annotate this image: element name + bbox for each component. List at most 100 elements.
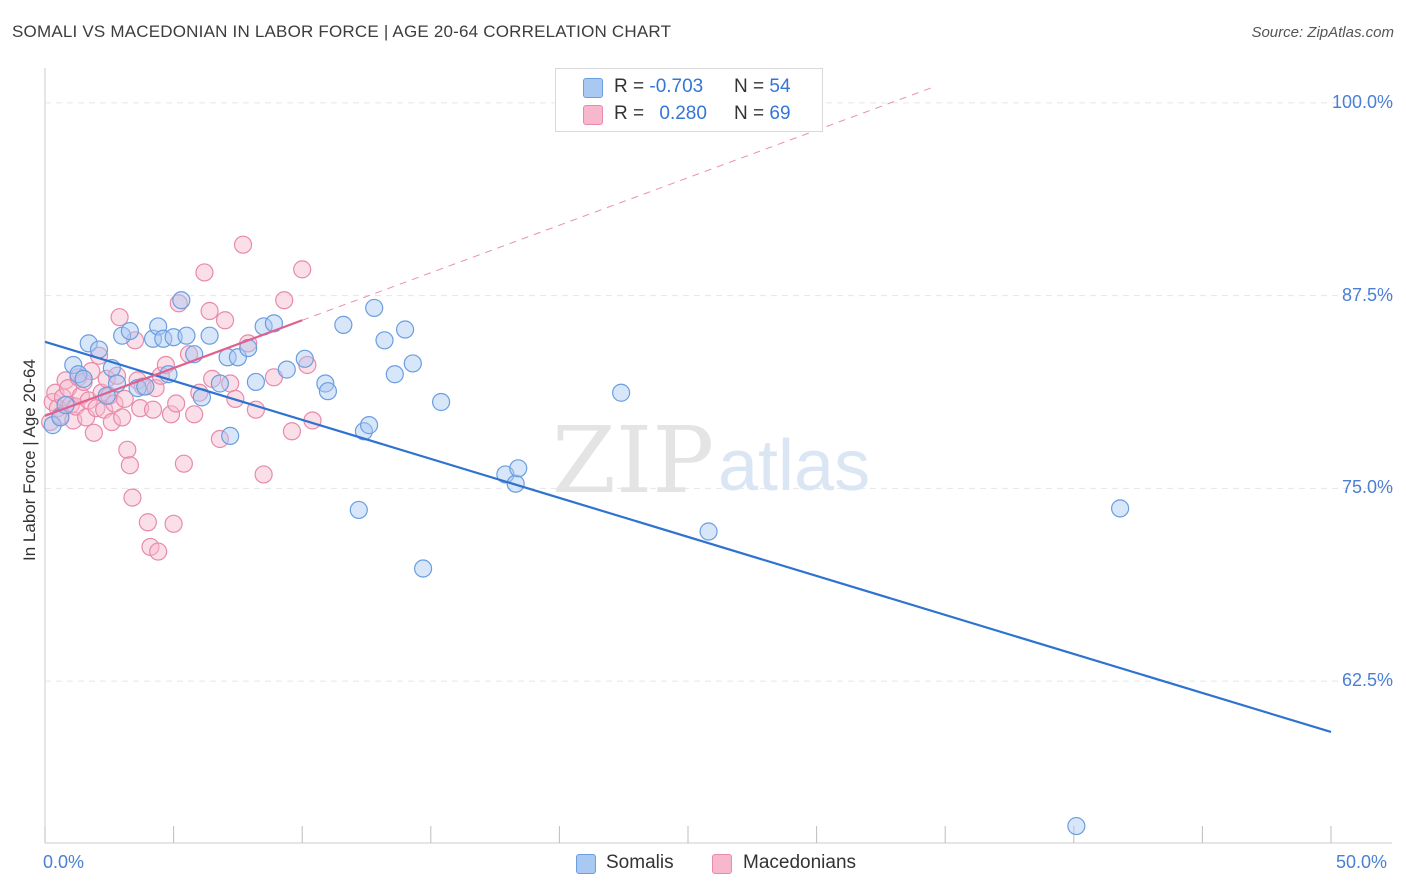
legend-n-value: 69	[769, 103, 791, 124]
somali-point	[413, 559, 433, 578]
macedonian-point	[293, 260, 312, 279]
macedonian-point	[113, 408, 132, 427]
somali-point	[221, 426, 240, 446]
somali-point	[318, 382, 338, 401]
somali-point	[64, 355, 83, 375]
legend-swatch-somali	[583, 78, 603, 98]
somali-point	[334, 315, 353, 334]
watermark-atlas: atlas	[718, 426, 870, 506]
macedonian-point	[174, 454, 193, 473]
axis-layer	[44, 68, 1392, 844]
somali-point	[359, 416, 379, 435]
legend-row-macedonian: R = 0.280 N = 69	[556, 103, 822, 129]
somali-point	[431, 392, 451, 412]
macedonian-point	[233, 235, 253, 254]
somali-point	[509, 459, 528, 478]
somali-point	[43, 416, 62, 435]
bottom-legend-macedonian: Macedonians	[712, 852, 856, 874]
somali-point	[1110, 499, 1130, 518]
trend-lines	[44, 86, 1332, 734]
macedonian-point	[282, 422, 302, 441]
somali-point	[120, 321, 139, 341]
macedonian-point	[123, 488, 142, 507]
somali-point	[699, 522, 718, 541]
macedonian-point	[149, 542, 168, 561]
somali-point	[375, 331, 394, 350]
bottom-legend-somali: Somalis	[576, 852, 674, 874]
legend-box: R = -0.703 N = 54 R = 0.280 N = 69	[555, 68, 823, 132]
macedonian-point	[102, 412, 121, 432]
legend-r-value: 0.280	[659, 103, 707, 124]
somali-point	[277, 360, 296, 379]
macedonian-point	[115, 389, 134, 409]
somali-trend-line	[44, 340, 1332, 734]
legend-n-value: 54	[769, 76, 791, 97]
macedonian-point	[84, 423, 103, 442]
somali-point	[612, 383, 631, 402]
macedonian-point	[138, 513, 157, 532]
macedonian-point	[164, 514, 183, 533]
source-credit: Source: ZipAtlas.com	[1251, 24, 1394, 41]
legend-n-macedonian: N = 69	[734, 103, 791, 125]
macedonian-trend-extension	[302, 86, 933, 321]
macedonian-point	[195, 263, 214, 282]
somali-point	[177, 326, 196, 345]
macedonian-point	[118, 440, 137, 459]
macedonian-point	[120, 456, 139, 475]
legend-r-somali: R = -0.703	[614, 76, 703, 98]
chart-title: SOMALI VS MACEDONIAN IN LABOR FORCE | AG…	[12, 22, 672, 41]
legend-r-label: R =	[614, 76, 650, 97]
macedonian-point	[110, 308, 129, 327]
legend-n-label: N =	[734, 103, 770, 124]
macedonian-point	[275, 291, 294, 310]
grid-layer	[45, 102, 1392, 682]
legend-swatch-macedonian	[583, 105, 603, 125]
macedonian-point	[161, 405, 181, 424]
watermark: ZIP atlas	[552, 407, 870, 514]
macedonian-point	[167, 394, 186, 413]
legend-n-somali: N = 54	[734, 76, 791, 98]
macedonian-point	[200, 301, 219, 321]
macedonian-point	[185, 405, 204, 424]
somali-point	[395, 320, 415, 339]
somali-point	[365, 298, 384, 318]
x-tick-min: 0.0%	[43, 852, 85, 872]
somali-points	[43, 291, 1130, 836]
somali-point	[172, 291, 191, 310]
y-tick-label: 62.5%	[1341, 670, 1393, 691]
somali-point	[74, 369, 93, 388]
macedonian-trend-line	[44, 319, 303, 417]
macedonian-point	[210, 429, 229, 449]
bottom-legend-label-somali: Somalis	[606, 852, 674, 873]
somali-point	[295, 349, 314, 368]
x-tick-max: 50.0%	[1336, 852, 1388, 872]
bottom-legend-label-macedonian: Macedonians	[743, 852, 857, 873]
y-tick-label: 100.0%	[1331, 91, 1393, 112]
somali-point	[349, 500, 368, 520]
y-tick-label: 87.5%	[1341, 284, 1393, 305]
legend-row-somali: R = -0.703 N = 54	[556, 76, 822, 102]
macedonian-point	[215, 311, 235, 330]
legend-r-label: R =	[614, 103, 650, 124]
somali-point	[210, 374, 229, 393]
macedonian-points	[41, 235, 322, 561]
somali-point	[200, 326, 219, 345]
macedonian-point	[143, 400, 163, 419]
macedonian-point	[105, 394, 124, 413]
watermark-zip: ZIP	[552, 407, 714, 514]
legend-r-value: -0.703	[649, 76, 704, 97]
somali-point	[1067, 816, 1086, 836]
legend-r-macedonian: R = 0.280	[614, 103, 707, 125]
somali-point	[403, 354, 422, 373]
somali-point	[246, 372, 266, 392]
legend-n-label: N =	[734, 76, 770, 97]
somali-point	[385, 365, 404, 384]
y-tick-label: 75.0%	[1341, 477, 1393, 498]
macedonian-point	[254, 465, 273, 484]
somali-point	[79, 334, 98, 353]
macedonian-point	[169, 294, 188, 313]
bottom-legend-swatch-somali	[576, 854, 596, 874]
somali-point	[228, 348, 247, 367]
bottom-legend-swatch-macedonian	[712, 854, 732, 874]
